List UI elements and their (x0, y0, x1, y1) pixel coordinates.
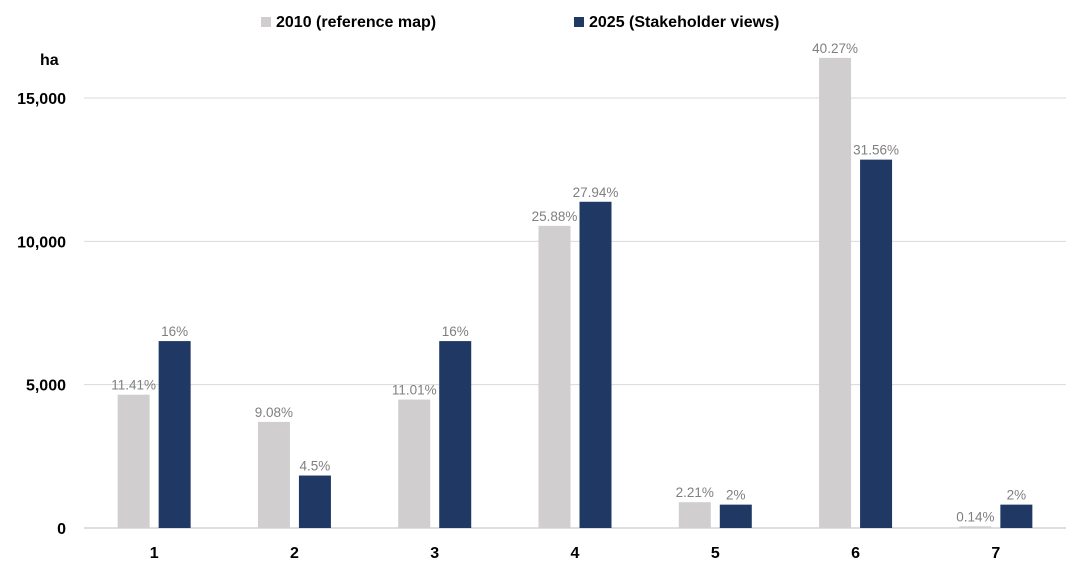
x-tick-label: 2 (290, 545, 299, 561)
data-label: 16% (161, 324, 188, 339)
data-labels: 11.41% 16% 9.08% 4.5% 11.01% 16% 25.88% 27.94% 2… (111, 41, 1026, 524)
x-axis: 1 2 3 4 5 6 7 (150, 545, 1001, 561)
bar-2025 (158, 341, 191, 528)
data-label: 4.5% (300, 459, 331, 474)
data-label: 2.21% (676, 485, 714, 500)
legend-swatch-2010 (261, 17, 271, 27)
bar-2025 (719, 504, 752, 528)
data-label: 11.01% (392, 383, 437, 398)
gridlines (84, 97, 1066, 529)
y-tick-label: 15,000 (17, 91, 66, 108)
legend-label-2010: 2010 (reference map) (276, 14, 436, 31)
legend: 2010 (reference map) 2025 (Stakeholder v… (261, 14, 779, 31)
data-label: 25.88% (532, 209, 578, 224)
x-tick-label: 4 (571, 545, 580, 561)
x-tick-label: 1 (150, 545, 159, 561)
data-label: 2% (726, 488, 746, 503)
bar-2010 (538, 225, 571, 528)
legend-label-2025: 2025 (Stakeholder views) (589, 14, 779, 31)
data-label: 40.27% (812, 41, 858, 56)
x-tick-label: 6 (851, 545, 860, 561)
data-label: 0.14% (956, 509, 994, 524)
y-axis-label: ha (40, 52, 59, 69)
data-label: 9.08% (255, 405, 293, 420)
bar-2010 (257, 421, 290, 528)
bar-2025 (1000, 504, 1033, 528)
bar-2010 (959, 526, 992, 528)
bar-2010 (117, 394, 150, 528)
bar-2025 (860, 159, 893, 528)
data-label: 16% (442, 324, 469, 339)
bar-2010 (678, 502, 711, 528)
y-tick-label: 0 (57, 521, 66, 538)
bars (117, 57, 1033, 529)
legend-swatch-2025 (574, 17, 584, 27)
bar-2025 (439, 341, 472, 528)
x-tick-label: 7 (991, 545, 1000, 561)
y-tick-label: 10,000 (17, 234, 66, 251)
y-axis: 0 5,000 10,000 15,000 (17, 91, 66, 538)
bar-2010 (398, 399, 431, 528)
data-label: 11.41% (111, 378, 156, 393)
data-label: 27.94% (573, 185, 619, 200)
bar-2025 (579, 201, 612, 529)
data-label: 31.56% (853, 143, 899, 158)
data-label: 2% (1007, 488, 1027, 503)
x-tick-label: 3 (430, 545, 439, 561)
bar-2010 (819, 57, 852, 528)
bar-2025 (298, 475, 331, 528)
x-tick-label: 5 (711, 545, 720, 561)
y-tick-label: 5,000 (26, 378, 66, 395)
